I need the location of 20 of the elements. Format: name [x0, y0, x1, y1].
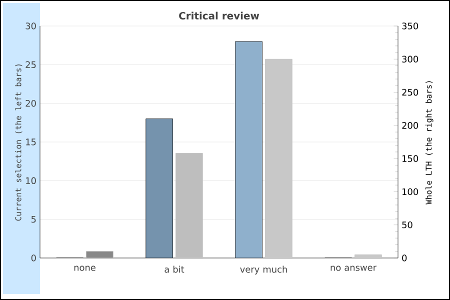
y2-tick-label: 350: [402, 22, 418, 30]
y2-tick-label: 200: [402, 122, 418, 129]
x-tick-label: a bit: [164, 266, 184, 273]
y-tick-label: 20: [26, 100, 36, 107]
y-tick-label: 30: [26, 22, 36, 30]
y-tick-label: 15: [26, 138, 36, 146]
y-tick-label: 10: [26, 177, 36, 184]
y2-tick-label: 0: [402, 254, 407, 262]
chart-title: Critical review: [179, 12, 260, 20]
y2-tick-label: 50: [402, 221, 412, 228]
y2-tick-label: 250: [402, 88, 418, 96]
y2-tick-label: 150: [402, 155, 418, 162]
y-tick-label: 25: [26, 61, 36, 68]
x-tick-label: none: [74, 266, 96, 271]
y2-tick-label: 300: [402, 56, 418, 63]
x-tick-label: very much: [240, 266, 287, 274]
y-tick-label: 0: [31, 254, 36, 262]
x-tick-label: no answer: [330, 266, 377, 271]
y-tick-label: 5: [31, 216, 36, 223]
y2-tick-label: 100: [402, 188, 418, 196]
